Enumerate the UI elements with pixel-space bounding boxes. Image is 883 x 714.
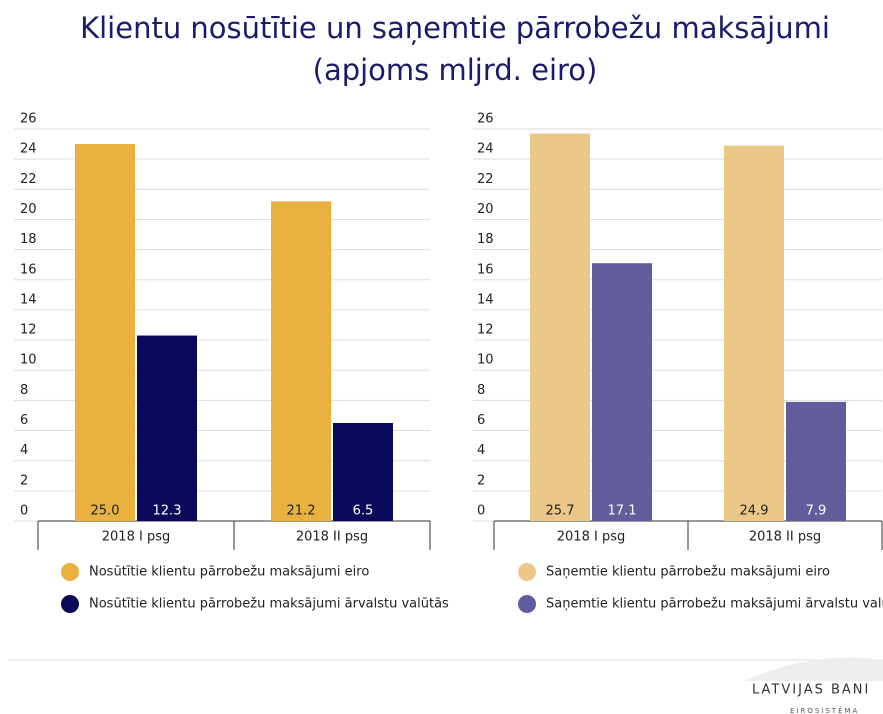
- bar: [75, 144, 135, 522]
- bar: [592, 263, 652, 521]
- y-tick-label: 24: [477, 142, 494, 157]
- y-tick-label: 8: [20, 383, 28, 398]
- x-tick-label: 2018 II psg: [749, 530, 821, 545]
- bar: [530, 133, 590, 521]
- legend-label: Saņemtie klientu pārrobežu maksājumi ārv…: [546, 597, 883, 612]
- logo-arc: [745, 657, 883, 681]
- legend-swatch: [61, 595, 79, 613]
- y-tick-label: 22: [20, 172, 37, 187]
- bar: [333, 423, 393, 521]
- y-tick-label: 6: [477, 413, 485, 428]
- y-tick-label: 18: [20, 232, 37, 247]
- value-label: 21.2: [287, 504, 316, 519]
- x-tick-label: 2018 II psg: [296, 530, 368, 545]
- value-label: 7.9: [806, 504, 827, 519]
- y-tick-label: 12: [20, 323, 37, 338]
- y-tick-label: 16: [477, 262, 494, 277]
- bar: [137, 335, 197, 521]
- y-tick-label: 10: [20, 353, 37, 368]
- y-tick-label: 8: [477, 383, 485, 398]
- y-tick-label: 0: [477, 504, 485, 519]
- legend-label: Nosūtītie klientu pārrobežu maksājumi ār…: [89, 597, 449, 612]
- legend-label: Saņemtie klientu pārrobežu maksājumi eir…: [546, 565, 830, 580]
- y-tick-label: 10: [477, 353, 494, 368]
- y-tick-label: 14: [20, 292, 37, 307]
- value-label: 25.7: [546, 504, 575, 519]
- value-label: 17.1: [608, 504, 637, 519]
- y-tick-label: 14: [477, 292, 494, 307]
- legend-swatch: [61, 563, 79, 581]
- y-tick-label: 12: [477, 323, 494, 338]
- y-tick-label: 24: [20, 142, 37, 157]
- value-label: 12.3: [153, 504, 182, 519]
- chart-title: Klientu nosūtītie un saņemtie pārrobežu …: [80, 11, 830, 45]
- value-label: 6.5: [353, 504, 374, 519]
- y-tick-label: 4: [477, 443, 485, 458]
- y-tick-label: 2: [20, 473, 28, 488]
- y-tick-label: 18: [477, 232, 494, 247]
- legend-swatch: [518, 595, 536, 613]
- y-tick-label: 26: [20, 112, 37, 127]
- legend-swatch: [518, 563, 536, 581]
- bar: [271, 201, 331, 521]
- y-tick-label: 6: [20, 413, 28, 428]
- y-tick-label: 20: [477, 202, 494, 217]
- bar: [786, 401, 846, 521]
- value-label: 24.9: [740, 504, 769, 519]
- value-label: 25.0: [91, 504, 120, 519]
- y-tick-label: 0: [20, 504, 28, 519]
- chart-title: (apjoms mljrd. eiro): [313, 53, 598, 87]
- y-tick-label: 2: [477, 473, 485, 488]
- logo-sub: EIROSISTĒMA: [790, 706, 859, 714]
- y-tick-label: 26: [477, 112, 494, 127]
- y-tick-label: 4: [20, 443, 28, 458]
- x-tick-label: 2018 I psg: [557, 530, 625, 545]
- y-tick-label: 16: [20, 262, 37, 277]
- logo-text: LATVIJAS BANI: [752, 683, 870, 698]
- legend-label: Nosūtītie klientu pārrobežu maksājumi ei…: [89, 565, 369, 580]
- bar: [724, 145, 784, 522]
- x-tick-label: 2018 I psg: [102, 530, 170, 545]
- y-tick-label: 22: [477, 172, 494, 187]
- y-tick-label: 20: [20, 202, 37, 217]
